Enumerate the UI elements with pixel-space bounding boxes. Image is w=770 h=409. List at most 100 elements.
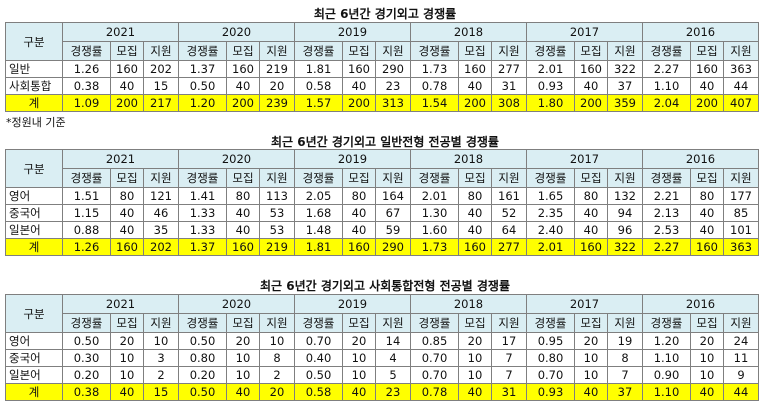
cell: 19	[607, 332, 643, 350]
cell: 160	[690, 60, 724, 78]
cell: 20	[259, 383, 295, 401]
cell: 3	[143, 349, 179, 367]
data-row: 일본어 0.88 40 35 1.33 40 53 1.48 40 59 1.60 40 64 2.40 4…	[5, 221, 759, 239]
cell: 35	[143, 221, 179, 239]
cell: 85	[723, 204, 759, 222]
column-header: 지원	[607, 168, 643, 188]
column-header: 지원	[259, 313, 295, 333]
cell: 0.58	[294, 77, 343, 95]
cell: 0.80	[178, 349, 227, 367]
cell: 67	[375, 204, 411, 222]
data-row: 영어 0.50 20 10 0.50 20 10 0.70 20 14 0.85 20 17 0.95 20…	[5, 332, 759, 350]
row-label: 일본어	[5, 221, 63, 239]
cell: 113	[259, 187, 295, 205]
column-header: 모집	[574, 41, 608, 61]
cell: 10	[226, 366, 260, 384]
cell: 160	[110, 60, 144, 78]
cell: 1.09	[62, 94, 111, 112]
cell: 1.54	[410, 94, 459, 112]
cell: 10	[342, 366, 376, 384]
cell: 219	[259, 238, 295, 256]
cell: 15	[143, 383, 179, 401]
cell: 40	[342, 221, 376, 239]
header-row: 구분 2021 2020 2019 2018 2017 2016	[5, 149, 759, 188]
cell: 2	[143, 366, 179, 384]
year-header: 2020	[178, 22, 295, 42]
column-header: 경쟁률	[62, 41, 111, 61]
column-header: 모집	[458, 168, 492, 188]
cell: 363	[723, 60, 759, 78]
column-header: 지원	[143, 168, 179, 188]
cell: 1.51	[62, 187, 111, 205]
cell: 217	[143, 94, 179, 112]
cell: 160	[574, 238, 608, 256]
cell: 2.27	[642, 238, 691, 256]
cell: 0.85	[410, 332, 459, 350]
cell: 160	[342, 60, 376, 78]
column-header: 경쟁률	[526, 41, 575, 61]
cell: 40	[110, 204, 144, 222]
cell: 8	[259, 349, 295, 367]
cell: 2.35	[526, 204, 575, 222]
year-header: 2016	[642, 149, 759, 169]
column-header: 지원	[491, 168, 527, 188]
cell: 80	[226, 187, 260, 205]
cell: 2.01	[526, 60, 575, 78]
cell: 219	[259, 60, 295, 78]
row-label: 중국어	[5, 349, 63, 367]
column-header: 경쟁률	[178, 313, 227, 333]
cell: 1.37	[178, 60, 227, 78]
cell: 40	[342, 204, 376, 222]
cell: 200	[110, 94, 144, 112]
column-header: 모집	[226, 41, 260, 61]
cell: 7	[607, 366, 643, 384]
cell: 40	[574, 383, 608, 401]
cell: 40	[226, 204, 260, 222]
column-header: 지원	[259, 168, 295, 188]
cell: 4	[375, 349, 411, 367]
column-header: 경쟁률	[62, 168, 111, 188]
cell: 40	[110, 221, 144, 239]
cell: 1.10	[642, 349, 691, 367]
cell: 10	[458, 366, 492, 384]
row-label: 계	[5, 238, 63, 256]
cell: 59	[375, 221, 411, 239]
cell: 202	[143, 60, 179, 78]
column-header: 경쟁률	[410, 41, 459, 61]
cell: 1.26	[62, 238, 111, 256]
cell: 2.53	[642, 221, 691, 239]
cell: 7	[491, 366, 527, 384]
cell: 322	[607, 238, 643, 256]
year-header: 2020	[178, 294, 295, 314]
cell: 202	[143, 238, 179, 256]
cell: 14	[375, 332, 411, 350]
cell: 0.80	[526, 349, 575, 367]
cell: 40	[110, 77, 144, 95]
total-row: 계 0.38 40 15 0.50 40 20 0.58 40 23 0.78 40 31 0.93 40 3…	[5, 383, 759, 401]
cell: 161	[491, 187, 527, 205]
cell: 200	[342, 94, 376, 112]
cell: 313	[375, 94, 411, 112]
cell: 200	[226, 94, 260, 112]
column-header: 지원	[143, 41, 179, 61]
cell: 10	[143, 332, 179, 350]
cell: 160	[110, 238, 144, 256]
cell: 37	[607, 383, 643, 401]
row-label: 일본어	[5, 366, 63, 384]
cell: 1.37	[178, 238, 227, 256]
year-header: 2019	[294, 294, 411, 314]
cell: 40	[690, 383, 724, 401]
cell: 24	[723, 332, 759, 350]
cell: 290	[375, 238, 411, 256]
header-row: 구분 2021 2020 2019 2018 2017 2016	[5, 22, 759, 61]
column-header: 지원	[723, 313, 759, 333]
column-header: 경쟁률	[642, 168, 691, 188]
cell: 200	[690, 94, 724, 112]
cell: 2	[259, 366, 295, 384]
column-header: 경쟁률	[410, 313, 459, 333]
cell: 2.01	[526, 238, 575, 256]
cell: 40	[690, 221, 724, 239]
header-row: 경쟁률 모집 지원 경쟁률 모집 지원 경쟁률 모집 지원 경쟁률 모집 지원 경쟁률 모집 지원 경쟁률 모집…	[6, 41, 759, 61]
cell: 10	[574, 366, 608, 384]
cell: 0.50	[62, 332, 111, 350]
